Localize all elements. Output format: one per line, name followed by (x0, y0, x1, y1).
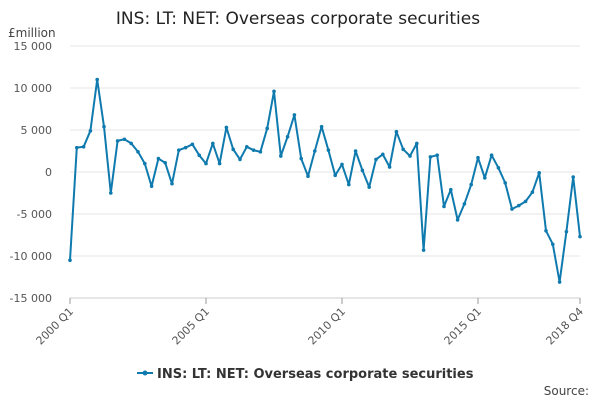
data-point (387, 165, 392, 169)
data-point (360, 168, 365, 173)
data-point (462, 202, 467, 206)
data-point (333, 173, 338, 178)
data-point (394, 129, 399, 134)
data-point (217, 161, 222, 166)
data-point (88, 129, 93, 133)
data-point (530, 190, 535, 194)
data-point (272, 89, 276, 94)
data-point (245, 145, 249, 149)
y-tick-label: -5 000 (17, 208, 52, 221)
x-axis: 2000 Q1 2005 Q1 2010 Q1 2015 Q1 2018 Q4 (34, 298, 587, 348)
data-point (428, 155, 433, 159)
y-axis-unit: £million (8, 26, 56, 40)
y-tick-label: 5 000 (21, 124, 53, 137)
legend-label: INS: LT: NET: Overseas corporate securit… (157, 367, 474, 382)
data-point (238, 157, 242, 162)
data-point (476, 155, 480, 160)
data-point (483, 176, 487, 180)
data-point (129, 141, 133, 146)
data-point (258, 150, 263, 154)
data-point (177, 148, 181, 152)
data-point (517, 203, 521, 208)
data-point (578, 234, 582, 239)
data-point (231, 147, 235, 152)
data-point (367, 185, 372, 189)
data-point (353, 149, 358, 153)
data-point (319, 124, 324, 129)
data-point (81, 145, 86, 149)
data-point (442, 204, 446, 209)
data-point (156, 156, 161, 161)
data-point (421, 248, 426, 252)
data-point (190, 142, 195, 147)
data-point (163, 160, 167, 165)
data-point (415, 141, 419, 146)
y-tick-label: -15 000 (10, 292, 52, 305)
data-point (544, 229, 548, 233)
data-point (68, 258, 72, 263)
y-tick-label: 15 000 (14, 40, 53, 53)
data-point (115, 139, 120, 143)
data-point (313, 149, 317, 153)
data-point (251, 148, 256, 152)
chart-title: INS: LT: NET: Overseas corporate securit… (116, 9, 480, 29)
data-point (306, 174, 310, 178)
data-point (449, 187, 453, 192)
data-point (211, 141, 215, 146)
data-point (136, 150, 140, 154)
x-tick-label: 2015 Q1 (442, 305, 485, 348)
data-point (75, 145, 79, 150)
data-point (523, 199, 528, 204)
data-point (149, 184, 154, 189)
data-point (292, 113, 297, 117)
data-point (401, 147, 406, 152)
y-tick-label: 10 000 (14, 82, 53, 95)
data-point (285, 134, 290, 139)
y-axis-ticks: 15 000 10 000 5 000 0 -5 000 -10 000 -15 000 (10, 40, 52, 305)
source-label: Source: (544, 384, 589, 398)
data-point (557, 280, 562, 284)
data-point (299, 156, 304, 161)
data-point (109, 191, 113, 195)
x-tick-label: 2018 Q4 (544, 305, 587, 348)
data-point (571, 175, 575, 179)
data-point (455, 218, 460, 222)
data-point (326, 148, 331, 152)
data-point (122, 137, 127, 142)
data-point (510, 207, 514, 211)
data-point (265, 126, 270, 131)
y-tick-label: 0 (45, 166, 52, 179)
series-line-group (68, 77, 582, 284)
y-tick-label: -10 000 (10, 250, 52, 263)
data-point (102, 124, 106, 129)
legend-marker (142, 370, 148, 376)
data-point (435, 153, 440, 157)
data-point (95, 77, 99, 82)
data-point (551, 242, 555, 247)
data-point (537, 171, 541, 175)
data-point (381, 152, 385, 157)
data-point (279, 154, 283, 158)
legend: INS: LT: NET: Overseas corporate securit… (137, 367, 474, 382)
data-point (204, 161, 208, 166)
series-line (69, 78, 581, 283)
data-point (469, 182, 474, 187)
data-point (197, 153, 201, 157)
data-point (143, 161, 147, 166)
data-point (564, 229, 569, 234)
data-point (374, 157, 378, 162)
data-point (503, 181, 508, 185)
data-point (183, 145, 188, 150)
x-tick-label: 2000 Q1 (34, 305, 77, 348)
x-tick-label: 2010 Q1 (306, 305, 349, 348)
data-point (408, 154, 412, 158)
data-point (340, 162, 344, 167)
data-point (170, 181, 174, 186)
data-point (489, 153, 494, 157)
x-tick-label: 2005 Q1 (170, 305, 213, 348)
data-point (224, 125, 229, 130)
data-point (347, 182, 351, 187)
data-point (496, 166, 501, 170)
